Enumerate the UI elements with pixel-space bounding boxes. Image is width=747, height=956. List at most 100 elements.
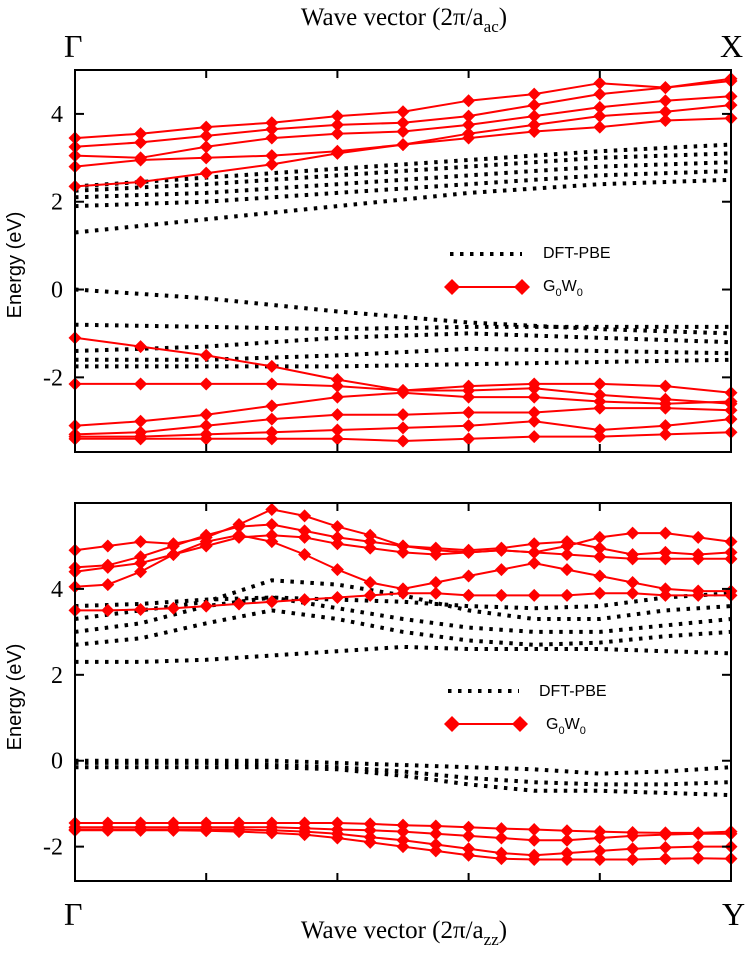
top-gw-point bbox=[199, 151, 213, 165]
top-gw-point bbox=[330, 373, 344, 387]
top-gw-point bbox=[527, 118, 541, 132]
top-gw-point bbox=[199, 120, 213, 134]
bottom-gw-point bbox=[199, 599, 213, 613]
top-gw-point bbox=[527, 430, 541, 444]
top-legend-dft-label: DFT-PBE bbox=[543, 245, 611, 262]
top-gw-point bbox=[330, 432, 344, 446]
bottom-gw-point bbox=[494, 588, 508, 602]
bottom-gw-point bbox=[265, 502, 279, 516]
top-gw-point bbox=[658, 113, 672, 127]
bottom-panel-frame bbox=[74, 502, 732, 882]
bottom-gw-point bbox=[396, 582, 410, 596]
bottom-gw-point bbox=[494, 822, 508, 836]
top-gw-point bbox=[134, 151, 148, 165]
top-gw-point bbox=[199, 419, 213, 433]
bottom-legend-gw-marker-right bbox=[512, 716, 528, 732]
bottom-gw-point bbox=[232, 825, 246, 839]
bottom-gw-point bbox=[134, 565, 148, 579]
top-gw-point bbox=[265, 157, 279, 171]
bottom-gw-point bbox=[626, 548, 640, 562]
top-gw-point bbox=[330, 127, 344, 141]
bottom-gw-point bbox=[691, 851, 705, 865]
top-gw-point bbox=[527, 98, 541, 112]
bottom-gw-point bbox=[363, 835, 377, 849]
bottom-gw-point bbox=[462, 545, 476, 559]
top-legend-gw-label: G0W0 bbox=[543, 278, 583, 299]
label-gamma-top: Γ bbox=[64, 28, 83, 64]
top-gw-point bbox=[593, 100, 607, 114]
bottom-gw-point bbox=[462, 569, 476, 583]
label-y-bottom: Y bbox=[722, 896, 745, 932]
bottom-gw-point bbox=[330, 831, 344, 845]
bottom-gw-point bbox=[166, 548, 180, 562]
bottom-gw-point bbox=[658, 852, 672, 866]
bottom-gw-point bbox=[396, 539, 410, 553]
top-gw-point bbox=[527, 87, 541, 101]
top-gw-point bbox=[265, 425, 279, 439]
bottom-gw-point bbox=[298, 593, 312, 607]
bottom-gw-point bbox=[396, 825, 410, 839]
bottom-gw-point bbox=[494, 563, 508, 577]
top-gw-point bbox=[330, 408, 344, 422]
bottom-gw-point bbox=[593, 569, 607, 583]
bottom-gw-point bbox=[593, 831, 607, 845]
top-gw-point bbox=[527, 414, 541, 428]
top-gw-point bbox=[396, 386, 410, 400]
top-gw-point bbox=[527, 405, 541, 419]
top-gw-point bbox=[593, 388, 607, 402]
top-gw-point bbox=[396, 408, 410, 422]
bottom-panel-marks bbox=[68, 502, 738, 867]
top-panel-marks bbox=[68, 72, 738, 448]
bottom-gw-point bbox=[101, 558, 115, 572]
top-gw-point bbox=[134, 377, 148, 391]
bottom-gw-point bbox=[199, 539, 213, 553]
bottom-gw-point bbox=[396, 840, 410, 854]
bottom-gw-point bbox=[166, 601, 180, 615]
label-x-top: X bbox=[720, 28, 743, 64]
bottom-gw-point bbox=[626, 575, 640, 589]
top-panel: 4 2 0 -2 DFT-PBE G0W0 bbox=[43, 69, 738, 453]
top-gw-point bbox=[134, 135, 148, 149]
bottom-gw-point bbox=[265, 517, 279, 531]
bottom-gw-point bbox=[166, 537, 180, 551]
bottom-gw-point bbox=[330, 563, 344, 577]
top-gw-point bbox=[265, 399, 279, 413]
bottom-gw-point bbox=[560, 563, 574, 577]
bottom-gw-point bbox=[560, 548, 574, 562]
top-gw-point bbox=[396, 105, 410, 119]
top-gw-point bbox=[593, 377, 607, 391]
bottom-xlabel-subscript: zz bbox=[484, 930, 500, 949]
bottom-gw-point bbox=[199, 530, 213, 544]
bottom-gw-point bbox=[298, 548, 312, 562]
bottom-gw-point bbox=[265, 528, 279, 542]
bottom-gw-point bbox=[658, 828, 672, 842]
top-gw-point bbox=[330, 390, 344, 404]
bottom-gw-point bbox=[166, 823, 180, 837]
bottom-gw-point bbox=[658, 840, 672, 854]
bottom-xlabel: Wave vector (2π/azz) bbox=[301, 917, 507, 949]
bottom-gw-point bbox=[593, 530, 607, 544]
bottom-gw-point bbox=[658, 526, 672, 540]
top-gw-point bbox=[462, 419, 476, 433]
bottom-gw-point bbox=[527, 545, 541, 559]
top-gw-point bbox=[265, 432, 279, 446]
bottom-gw-point bbox=[101, 823, 115, 837]
top-gw-point bbox=[396, 124, 410, 138]
top-gw-point bbox=[658, 81, 672, 95]
top-gw-point bbox=[462, 379, 476, 393]
bottom-gw-point bbox=[593, 550, 607, 564]
bottom-gw-point bbox=[658, 545, 672, 559]
bottom-gw-point bbox=[593, 586, 607, 600]
bottom-gw-point bbox=[363, 588, 377, 602]
top-gw-point bbox=[593, 120, 607, 134]
top-gw-point bbox=[199, 432, 213, 446]
bottom-legend-dft-label: DFT-PBE bbox=[539, 683, 607, 700]
top-ytick-label: 4 bbox=[51, 102, 63, 128]
bottom-gw-point bbox=[134, 550, 148, 564]
top-gw-point bbox=[462, 390, 476, 404]
bottom-ylabel: Energy (eV) bbox=[4, 644, 26, 751]
top-gw-point bbox=[134, 127, 148, 141]
bottom-gw-point bbox=[429, 819, 443, 833]
bottom-gw-point bbox=[330, 591, 344, 604]
bottom-gw-point bbox=[101, 578, 115, 592]
